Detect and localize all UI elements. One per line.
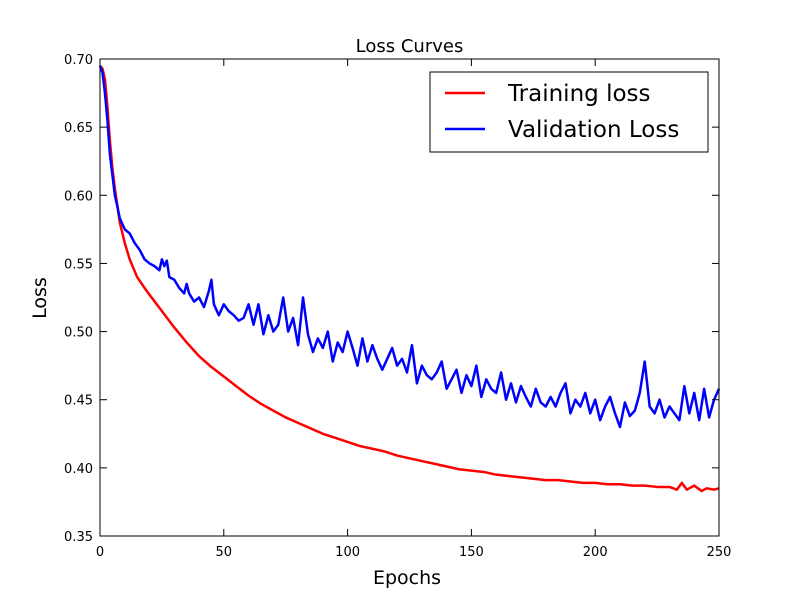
legend-label-training-loss: Training loss (507, 81, 651, 107)
y-tick-label: 0.40 (64, 462, 93, 477)
y-tick-label: 0.50 (64, 326, 93, 341)
x-tick-label: 100 (335, 545, 360, 560)
legend-box (429, 71, 709, 153)
plot-frame (99, 58, 720, 537)
series-layer (98, 64, 721, 493)
y-tick-label: 0.55 (64, 257, 93, 272)
x-tick-label: 200 (583, 545, 608, 560)
x-axis-title: Epochs (373, 567, 441, 589)
series-line-training-loss (99, 64, 720, 493)
y-tick-label: 0.35 (64, 530, 93, 545)
y-tick-label: 0.70 (64, 53, 93, 68)
legend: Training loss Validation Loss (429, 71, 709, 153)
series-line-validation-loss (98, 65, 721, 429)
y-tick-label: 0.45 (64, 394, 93, 409)
x-tick-label: 250 (707, 545, 732, 560)
chart-title: Loss Curves (356, 36, 464, 57)
y-axis-title: Loss (29, 277, 51, 319)
y-tick-label: 0.65 (64, 121, 93, 136)
x-tick-label: 150 (459, 545, 484, 560)
ticks-layer: 0 50 100 150 200 250 0.35 0.40 0.45 0.50 0.55 0.60 0… (64, 53, 731, 560)
x-tick-label: 0 (96, 545, 104, 560)
legend-label-validation-loss: Validation Loss (508, 117, 679, 143)
x-tick-label: 50 (216, 545, 233, 560)
y-tick-label: 0.60 (64, 189, 93, 204)
